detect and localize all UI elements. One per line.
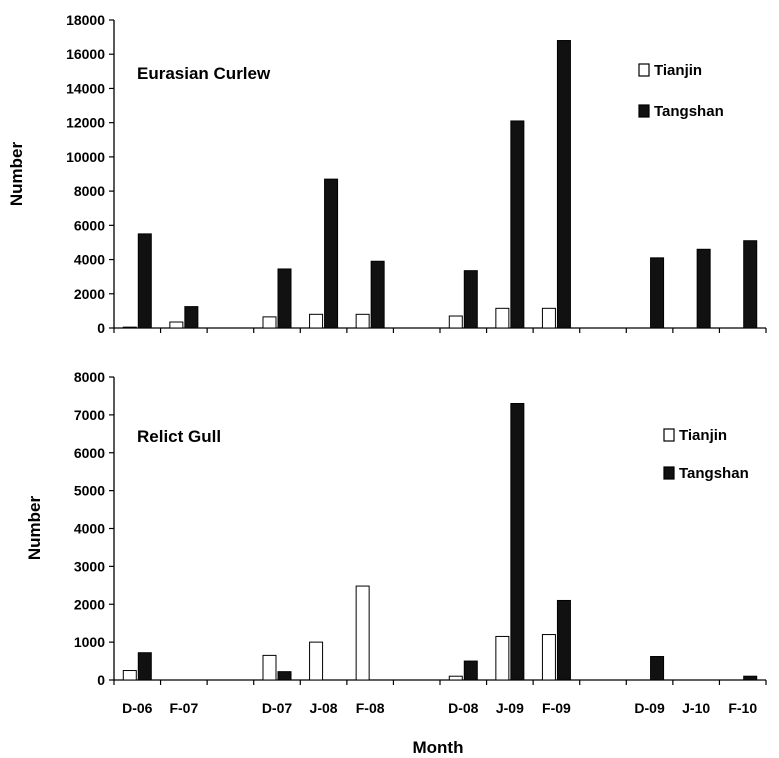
legend-label-tangshan: Tangshan bbox=[679, 465, 749, 482]
y-tick-label: 6000 bbox=[74, 217, 105, 233]
bar-tangshan-j-10 bbox=[696, 248, 711, 329]
bar-tangshan-f-10 bbox=[743, 240, 758, 329]
y-tick-label: 10000 bbox=[66, 149, 105, 165]
bar-tangshan-d-06 bbox=[137, 652, 152, 681]
x-tick-label: F-10 bbox=[728, 700, 757, 716]
bar-tangshan-d-07 bbox=[277, 268, 292, 329]
legend-swatch-tangshan bbox=[638, 104, 650, 118]
bar-tianjin-d-06 bbox=[122, 670, 137, 681]
x-tick-label: J-08 bbox=[310, 700, 338, 716]
y-tick-label: 7000 bbox=[74, 407, 105, 423]
bar-tianjin-j-09 bbox=[495, 635, 510, 681]
y-tick-label: 2000 bbox=[74, 596, 105, 612]
legend-swatch-tianjin bbox=[638, 63, 650, 77]
bar-tangshan-f-09 bbox=[556, 40, 571, 329]
legend-label-tianjin: Tianjin bbox=[679, 427, 727, 444]
y-tick-label: 3000 bbox=[74, 558, 105, 574]
bar-tangshan-d-08 bbox=[463, 660, 478, 681]
bar-tianjin-f-09 bbox=[541, 634, 556, 681]
y-tick-label: 1000 bbox=[74, 634, 105, 650]
bar-tianjin-f-07 bbox=[169, 321, 184, 329]
legend-swatch-tangshan bbox=[663, 466, 675, 480]
relict-gull-chart: 0 1000 2000 3000 4000 5000 6000 7000 8000 D-06 F-0… bbox=[25, 369, 767, 757]
bar-tangshan-j-09 bbox=[510, 120, 525, 329]
eurasian-curlew-chart: 0 2000 4000 6000 8000 10000 12000 14000 16000 180… bbox=[7, 12, 767, 336]
y-tick-label: 4000 bbox=[74, 521, 105, 537]
y-axis-label: Number bbox=[25, 496, 44, 561]
x-tick-label: F-09 bbox=[542, 700, 571, 716]
x-axis-label: Month bbox=[413, 738, 464, 757]
bar-tangshan-f-10 bbox=[743, 675, 758, 681]
bar-tangshan-j-08 bbox=[324, 178, 339, 329]
legend-label-tianjin: Tianjin bbox=[654, 62, 702, 79]
panel-title: Eurasian Curlew bbox=[137, 64, 271, 83]
legend-swatch-tianjin bbox=[663, 428, 675, 442]
bar-tangshan-d-07 bbox=[277, 671, 292, 681]
y-tick-label: 12000 bbox=[66, 115, 105, 131]
bar-tangshan-j-09 bbox=[510, 403, 525, 681]
x-tick-label: D-09 bbox=[634, 700, 665, 716]
bar-tangshan-f-08 bbox=[370, 260, 385, 329]
y-tick-label: 14000 bbox=[66, 80, 105, 96]
y-tick-label: 5000 bbox=[74, 483, 105, 499]
y-axis-label: Number bbox=[7, 142, 26, 207]
y-tick-label: 18000 bbox=[66, 12, 105, 28]
x-tick-label: D-07 bbox=[262, 700, 293, 716]
x-tick-label: F-08 bbox=[356, 700, 385, 716]
bar-tianjin-f-09 bbox=[541, 307, 556, 329]
y-tick-label: 16000 bbox=[66, 46, 105, 62]
y-tick-label: 0 bbox=[97, 672, 105, 688]
panel-title: Relict Gull bbox=[137, 427, 221, 446]
bar-tangshan-d-09 bbox=[650, 656, 665, 681]
bar-tianjin-f-08 bbox=[355, 313, 370, 329]
x-tick-label: J-09 bbox=[496, 700, 524, 716]
x-tick-label: F-07 bbox=[169, 700, 198, 716]
bar-tangshan-f-07 bbox=[184, 306, 199, 329]
bar-tianjin-d-07 bbox=[262, 654, 277, 681]
x-tick-label: J-10 bbox=[682, 700, 710, 716]
bar-tianjin-d-08 bbox=[448, 675, 463, 681]
bar-tianjin-j-09 bbox=[495, 307, 510, 329]
bar-tangshan-d-09 bbox=[650, 257, 665, 329]
y-tick-label: 4000 bbox=[74, 252, 105, 268]
y-tick-label: 0 bbox=[97, 320, 105, 336]
bar-tianjin-d-06 bbox=[122, 326, 137, 329]
bar-tianjin-d-08 bbox=[448, 315, 463, 329]
bar-tianjin-j-08 bbox=[309, 641, 324, 681]
y-tick-label: 2000 bbox=[74, 286, 105, 302]
legend-label-tangshan: Tangshan bbox=[654, 103, 724, 120]
bar-tianjin-f-08 bbox=[355, 585, 370, 681]
bar-tianjin-d-07 bbox=[262, 316, 277, 329]
x-tick-label: D-06 bbox=[122, 700, 153, 716]
bar-tianjin-j-08 bbox=[309, 313, 324, 329]
bar-tangshan-d-08 bbox=[463, 270, 478, 329]
y-tick-label: 8000 bbox=[74, 369, 105, 385]
x-tick-label: D-08 bbox=[448, 700, 479, 716]
y-tick-label: 8000 bbox=[74, 183, 105, 199]
y-tick-label: 6000 bbox=[74, 445, 105, 461]
bar-tangshan-d-06 bbox=[137, 233, 152, 329]
bar-tangshan-f-09 bbox=[556, 599, 571, 681]
